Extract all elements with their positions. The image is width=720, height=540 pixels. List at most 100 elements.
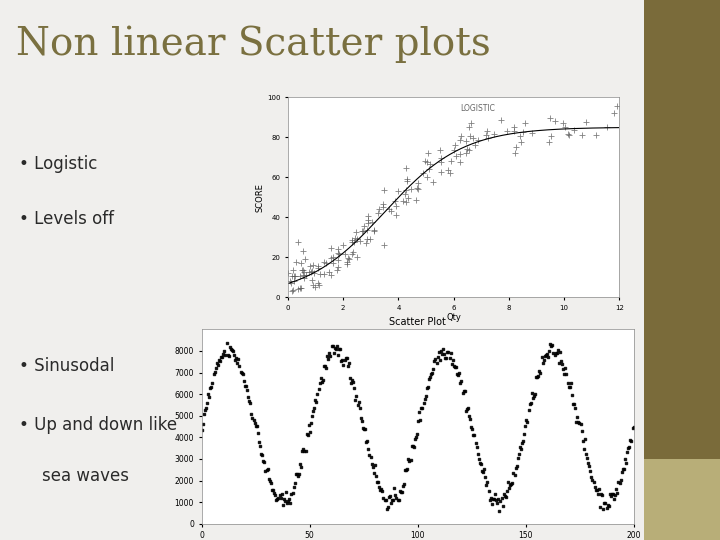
Point: [356, 227, 368, 235]
Point: [332, 245, 343, 253]
Point: [348, 237, 360, 246]
Point: [366, 217, 377, 226]
Point: [284, 276, 295, 285]
Point: [379, 496, 390, 504]
Point: [400, 466, 411, 475]
Point: [413, 416, 424, 425]
Point: [333, 250, 344, 259]
Point: [286, 272, 297, 280]
Point: [370, 472, 382, 481]
Point: [376, 485, 387, 494]
Text: sea waves: sea waves: [42, 467, 129, 485]
Point: [312, 384, 324, 393]
Point: [319, 270, 330, 279]
Point: [555, 356, 567, 365]
Point: [297, 271, 309, 280]
Point: [363, 445, 374, 454]
Point: [318, 361, 330, 370]
Point: [395, 488, 407, 496]
Point: [325, 271, 337, 280]
Point: [378, 494, 390, 502]
Point: [455, 132, 467, 140]
Point: [390, 491, 401, 500]
Point: [386, 207, 397, 215]
Point: [295, 463, 307, 471]
Point: [417, 404, 428, 413]
Point: [243, 397, 255, 406]
Point: [516, 444, 527, 453]
Point: [269, 491, 281, 500]
Point: [613, 478, 625, 487]
Point: [225, 344, 237, 353]
Point: [496, 494, 508, 502]
Point: [460, 407, 472, 415]
Point: [297, 447, 308, 455]
Point: [323, 349, 335, 357]
Point: [544, 346, 555, 355]
Point: [304, 427, 315, 436]
Text: • Sinusodal: • Sinusodal: [19, 356, 114, 375]
Point: [310, 395, 321, 404]
Point: [454, 379, 466, 387]
Point: [516, 438, 528, 447]
Point: [297, 246, 309, 255]
Point: [333, 262, 344, 271]
Point: [287, 489, 298, 497]
Point: [456, 389, 468, 397]
Point: [327, 253, 338, 261]
Point: [454, 150, 465, 158]
Point: [436, 158, 447, 166]
Point: [369, 226, 380, 235]
Point: [361, 235, 372, 244]
Point: [343, 254, 354, 262]
Point: [513, 450, 525, 458]
Point: [561, 370, 572, 379]
Point: [361, 437, 372, 446]
Point: [314, 379, 325, 387]
Point: [197, 420, 209, 428]
Point: [501, 127, 513, 136]
Point: [245, 399, 256, 407]
Point: [446, 360, 457, 368]
Point: [608, 495, 620, 504]
Point: [478, 465, 490, 474]
Point: [234, 362, 246, 370]
Point: [449, 146, 460, 154]
Point: [465, 423, 477, 431]
Point: [361, 226, 372, 235]
Point: [432, 353, 444, 361]
Point: [271, 494, 283, 503]
Point: [590, 486, 601, 495]
Point: [204, 383, 216, 392]
Point: [401, 197, 413, 206]
Point: [449, 140, 461, 149]
Point: [534, 367, 545, 375]
Point: [295, 259, 307, 268]
Point: [367, 462, 379, 471]
Point: [551, 349, 562, 357]
Point: [600, 503, 612, 512]
Point: [435, 168, 446, 177]
Point: [249, 419, 261, 428]
Point: [619, 454, 631, 463]
Point: [307, 276, 318, 285]
Point: [523, 406, 534, 415]
Point: [260, 467, 271, 475]
Text: • Up and down like: • Up and down like: [19, 416, 177, 434]
Point: [522, 417, 534, 426]
Text: LOGISTIC: LOGISTIC: [460, 104, 495, 113]
Point: [287, 266, 299, 274]
Point: [480, 473, 491, 482]
Point: [468, 134, 480, 143]
Point: [346, 236, 358, 245]
Point: [377, 487, 388, 495]
Point: [284, 498, 296, 507]
Point: [253, 438, 265, 447]
Point: [254, 442, 266, 450]
Point: [459, 387, 470, 396]
Point: [308, 404, 320, 413]
Point: [331, 266, 343, 274]
Point: [409, 435, 420, 443]
Point: [494, 507, 505, 515]
Point: [282, 498, 293, 507]
